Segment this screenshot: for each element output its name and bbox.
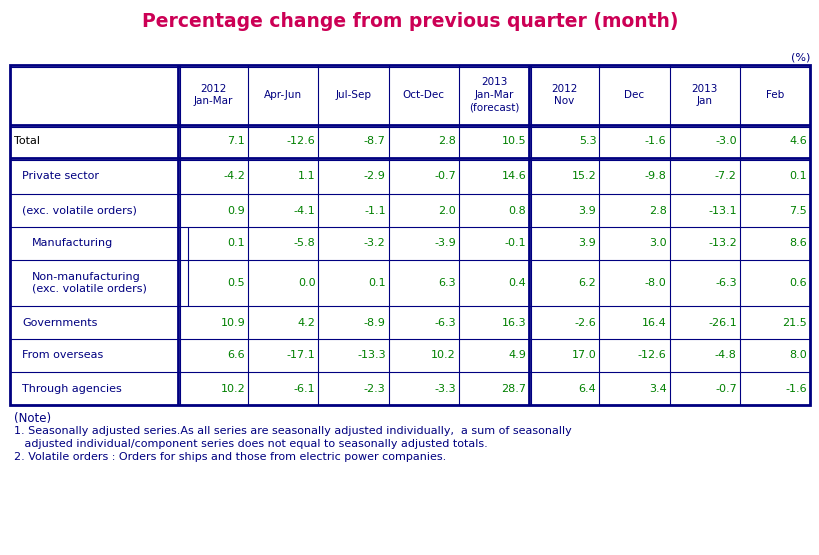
Text: -4.1: -4.1 bbox=[293, 205, 315, 215]
Text: 17.0: 17.0 bbox=[571, 351, 595, 361]
Text: 14.6: 14.6 bbox=[500, 171, 526, 181]
Text: -2.9: -2.9 bbox=[364, 171, 385, 181]
Text: From overseas: From overseas bbox=[22, 351, 103, 361]
Text: 10.5: 10.5 bbox=[501, 137, 526, 147]
Text: 7.1: 7.1 bbox=[227, 137, 245, 147]
Text: Dec: Dec bbox=[623, 90, 644, 100]
Text: 2.8: 2.8 bbox=[648, 205, 666, 215]
Text: -8.9: -8.9 bbox=[364, 317, 385, 327]
Text: 4.2: 4.2 bbox=[297, 317, 315, 327]
Text: 10.2: 10.2 bbox=[220, 384, 245, 393]
Text: 3.9: 3.9 bbox=[578, 205, 595, 215]
Text: -17.1: -17.1 bbox=[287, 351, 315, 361]
Text: 5.3: 5.3 bbox=[578, 137, 595, 147]
Text: 28.7: 28.7 bbox=[500, 384, 526, 393]
Text: Total: Total bbox=[14, 137, 40, 147]
Text: 8.6: 8.6 bbox=[788, 239, 806, 249]
Text: 2.8: 2.8 bbox=[437, 137, 455, 147]
Text: -1.6: -1.6 bbox=[785, 384, 806, 393]
Text: -13.3: -13.3 bbox=[356, 351, 385, 361]
Text: 0.1: 0.1 bbox=[228, 239, 245, 249]
Text: -6.3: -6.3 bbox=[434, 317, 455, 327]
Text: 0.4: 0.4 bbox=[508, 278, 526, 288]
Text: Through agencies: Through agencies bbox=[22, 384, 121, 393]
Text: -1.6: -1.6 bbox=[645, 137, 666, 147]
Text: Apr-Jun: Apr-Jun bbox=[264, 90, 302, 100]
Text: Governments: Governments bbox=[22, 317, 97, 327]
Text: 2013
Jan-Mar
(forecast): 2013 Jan-Mar (forecast) bbox=[468, 77, 518, 113]
Text: 3.0: 3.0 bbox=[648, 239, 666, 249]
Text: Jul-Sep: Jul-Sep bbox=[335, 90, 371, 100]
Text: (exc. volatile orders): (exc. volatile orders) bbox=[22, 205, 137, 215]
Text: -4.2: -4.2 bbox=[223, 171, 245, 181]
Text: 0.0: 0.0 bbox=[297, 278, 315, 288]
Text: 2. Volatile orders : Orders for ships and those from electric power companies.: 2. Volatile orders : Orders for ships an… bbox=[14, 452, 446, 462]
Text: Oct-Dec: Oct-Dec bbox=[402, 90, 444, 100]
Text: 15.2: 15.2 bbox=[571, 171, 595, 181]
Text: 4.9: 4.9 bbox=[508, 351, 526, 361]
Text: 3.9: 3.9 bbox=[578, 239, 595, 249]
Text: -4.8: -4.8 bbox=[714, 351, 736, 361]
Text: 6.3: 6.3 bbox=[437, 278, 455, 288]
Text: -0.1: -0.1 bbox=[504, 239, 526, 249]
Text: 1.1: 1.1 bbox=[297, 171, 315, 181]
Text: -2.6: -2.6 bbox=[574, 317, 595, 327]
Text: -5.8: -5.8 bbox=[293, 239, 315, 249]
Text: -26.1: -26.1 bbox=[707, 317, 736, 327]
Text: Manufacturing: Manufacturing bbox=[32, 239, 113, 249]
Text: 21.5: 21.5 bbox=[781, 317, 806, 327]
Text: 0.5: 0.5 bbox=[228, 278, 245, 288]
Text: 2.0: 2.0 bbox=[437, 205, 455, 215]
Text: 6.6: 6.6 bbox=[228, 351, 245, 361]
Text: 10.2: 10.2 bbox=[431, 351, 455, 361]
Text: (Note): (Note) bbox=[14, 412, 51, 425]
Text: -3.2: -3.2 bbox=[364, 239, 385, 249]
Text: 16.3: 16.3 bbox=[501, 317, 526, 327]
Text: -3.9: -3.9 bbox=[433, 239, 455, 249]
Text: -3.0: -3.0 bbox=[714, 137, 736, 147]
Text: 2012
Jan-Mar: 2012 Jan-Mar bbox=[193, 84, 233, 107]
Text: 1. Seasonally adjusted series.As all series are seasonally adjusted individually: 1. Seasonally adjusted series.As all ser… bbox=[14, 426, 571, 436]
Text: 8.0: 8.0 bbox=[788, 351, 806, 361]
Text: 0.1: 0.1 bbox=[368, 278, 385, 288]
Text: 0.9: 0.9 bbox=[227, 205, 245, 215]
Text: 0.1: 0.1 bbox=[789, 171, 806, 181]
Text: -8.7: -8.7 bbox=[364, 137, 385, 147]
Text: Private sector: Private sector bbox=[22, 171, 99, 181]
Text: 2012
Nov: 2012 Nov bbox=[550, 84, 577, 107]
Text: 0.6: 0.6 bbox=[789, 278, 806, 288]
Text: -2.3: -2.3 bbox=[364, 384, 385, 393]
Text: 0.8: 0.8 bbox=[508, 205, 526, 215]
Text: -7.2: -7.2 bbox=[714, 171, 736, 181]
Text: 7.5: 7.5 bbox=[788, 205, 806, 215]
Text: -6.1: -6.1 bbox=[293, 384, 315, 393]
Text: -12.6: -12.6 bbox=[287, 137, 315, 147]
Bar bbox=[10, 65, 809, 405]
Text: 6.4: 6.4 bbox=[578, 384, 595, 393]
Text: -6.3: -6.3 bbox=[714, 278, 736, 288]
Text: Feb: Feb bbox=[765, 90, 783, 100]
Text: -13.2: -13.2 bbox=[707, 239, 736, 249]
Text: -8.0: -8.0 bbox=[644, 278, 666, 288]
Text: adjusted individual/component series does not equal to seasonally adjusted total: adjusted individual/component series doe… bbox=[14, 439, 487, 449]
Text: Percentage change from previous quarter (month): Percentage change from previous quarter … bbox=[142, 12, 677, 31]
Text: (%): (%) bbox=[790, 53, 809, 63]
Text: 3.4: 3.4 bbox=[648, 384, 666, 393]
Text: -1.1: -1.1 bbox=[364, 205, 385, 215]
Text: Non-manufacturing
(exc. volatile orders): Non-manufacturing (exc. volatile orders) bbox=[32, 272, 147, 294]
Text: 16.4: 16.4 bbox=[641, 317, 666, 327]
Text: 2013
Jan: 2013 Jan bbox=[690, 84, 717, 107]
Text: 6.2: 6.2 bbox=[578, 278, 595, 288]
Text: -0.7: -0.7 bbox=[433, 171, 455, 181]
Text: 10.9: 10.9 bbox=[220, 317, 245, 327]
Text: -12.6: -12.6 bbox=[637, 351, 666, 361]
Text: 4.6: 4.6 bbox=[788, 137, 806, 147]
Text: -9.8: -9.8 bbox=[644, 171, 666, 181]
Text: -13.1: -13.1 bbox=[708, 205, 736, 215]
Text: -3.3: -3.3 bbox=[434, 384, 455, 393]
Text: -0.7: -0.7 bbox=[714, 384, 736, 393]
